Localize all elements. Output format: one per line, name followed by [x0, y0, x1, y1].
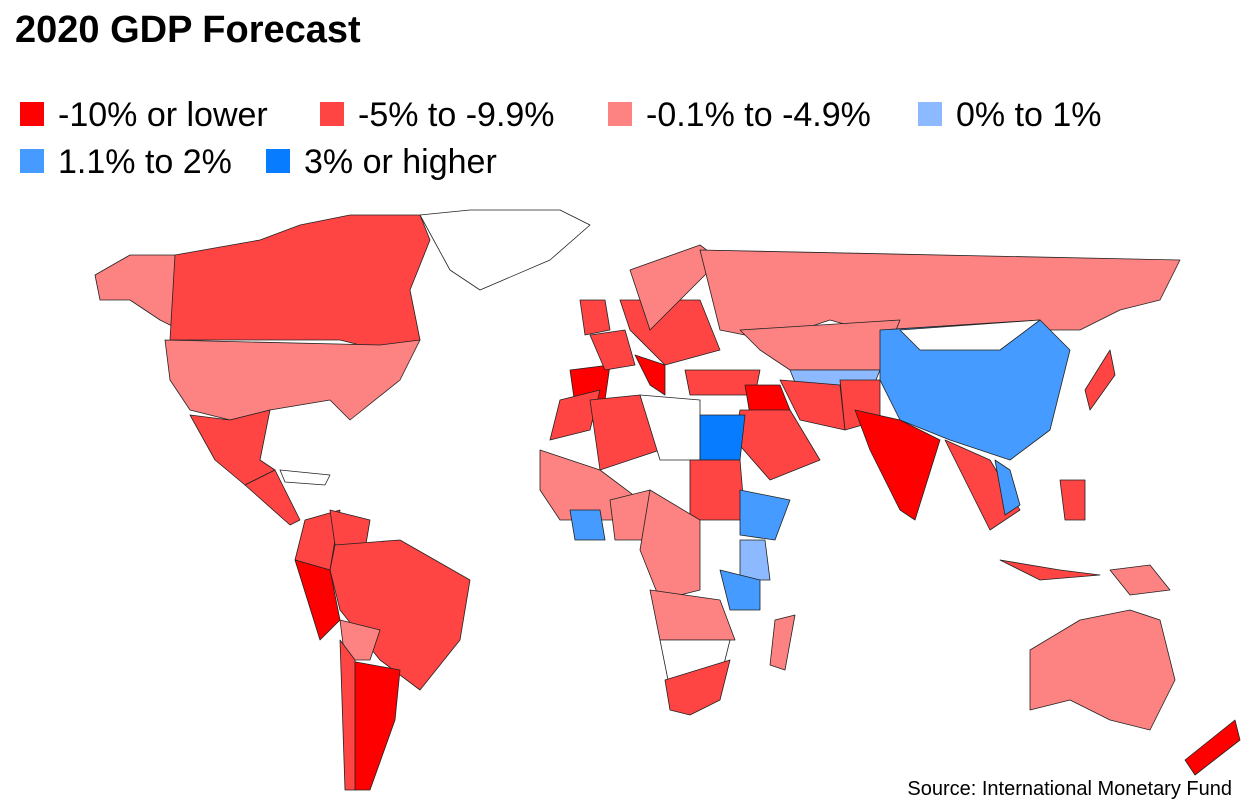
country [279, 469, 331, 486]
country [1029, 609, 1176, 731]
country [854, 409, 941, 521]
country [739, 539, 771, 581]
country [999, 559, 1101, 581]
legend-swatch [266, 149, 290, 173]
country [244, 469, 301, 526]
country [719, 569, 761, 611]
country [664, 659, 731, 716]
country [329, 539, 471, 691]
country [189, 409, 276, 486]
country [689, 459, 746, 521]
country [164, 339, 421, 421]
legend-label: 1.1% to 2% [58, 143, 232, 181]
country [339, 639, 356, 791]
country [699, 414, 746, 461]
legend-swatch [20, 149, 44, 173]
country [1184, 719, 1241, 776]
world-map [94, 209, 1241, 791]
source: Source: International Monetary Fund [907, 778, 1232, 800]
title: 2020 GDP Forecast [15, 9, 361, 51]
legend-label: 0% to 1% [956, 96, 1102, 134]
legend-label: -10% or lower [58, 96, 268, 134]
legend-label: 3% or higher [304, 143, 497, 181]
country [739, 489, 791, 541]
legend-swatch [918, 102, 942, 126]
country [589, 329, 636, 371]
country [1059, 479, 1086, 521]
country [569, 509, 606, 541]
country [419, 209, 591, 291]
legend-label: -5% to -9.9% [358, 96, 555, 134]
legend-swatch [320, 102, 344, 126]
country [769, 614, 796, 671]
country [579, 299, 611, 336]
country [649, 589, 736, 641]
country [94, 254, 181, 331]
country [879, 319, 1071, 461]
country [169, 214, 431, 351]
country [1084, 349, 1116, 411]
country [629, 244, 721, 331]
country [994, 459, 1021, 516]
legend-label: -0.1% to -4.9% [646, 96, 871, 134]
country [944, 439, 1021, 531]
legend-swatch [608, 102, 632, 126]
country [899, 319, 1041, 351]
legend-swatch [20, 102, 44, 126]
country [1109, 564, 1171, 596]
country [634, 354, 666, 396]
legend: -10% or lower -5% to -9.9% -0.1% to -4.9% 0… [20, 96, 1102, 181]
country [549, 389, 601, 441]
